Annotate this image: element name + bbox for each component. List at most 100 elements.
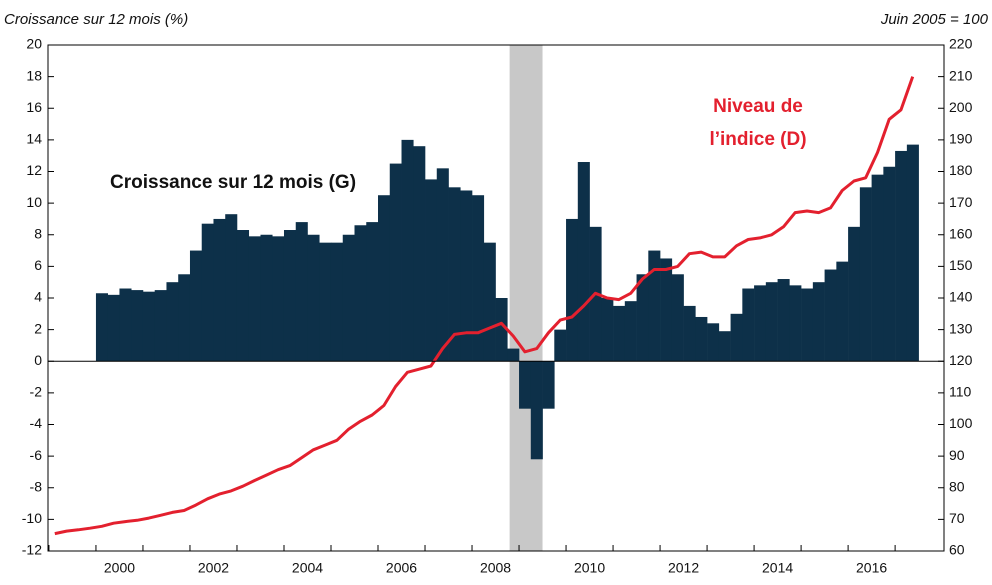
x-tick-label: 2000 xyxy=(104,560,135,576)
y-tick-label: -12 xyxy=(22,542,42,558)
bar xyxy=(201,223,214,362)
bar xyxy=(319,242,332,362)
y2-tick-label: 220 xyxy=(949,36,973,52)
left-axis-title: Croissance sur 12 mois (%) xyxy=(4,11,188,28)
bar xyxy=(436,168,449,362)
y-tick-label: 12 xyxy=(26,162,42,178)
bar xyxy=(389,163,402,362)
bar xyxy=(495,298,508,362)
bar xyxy=(636,274,649,362)
bar xyxy=(178,274,191,362)
bar xyxy=(448,187,461,362)
bar xyxy=(483,242,496,362)
bar xyxy=(824,269,837,362)
y-tick-label: 2 xyxy=(34,320,42,336)
bar xyxy=(848,226,861,362)
bar xyxy=(295,222,308,362)
x-tick-label: 2010 xyxy=(574,560,605,576)
bar xyxy=(213,218,226,362)
y-tick-label: 8 xyxy=(34,225,42,241)
y2-tick-label: 100 xyxy=(949,415,973,431)
bar xyxy=(836,261,849,362)
bar xyxy=(554,329,567,362)
x-tick-label: 2008 xyxy=(480,560,511,576)
bar xyxy=(542,361,555,409)
y-tick-label: -10 xyxy=(22,510,42,526)
right-axis-title: Juin 2005 = 100 xyxy=(880,11,989,28)
line-series-label: Niveau de l’indice (D) xyxy=(709,96,807,150)
bar xyxy=(801,288,814,362)
x-tick-label: 2006 xyxy=(386,560,417,576)
bar xyxy=(707,323,720,362)
bar xyxy=(906,144,919,362)
bar xyxy=(131,290,144,362)
y-tick-label: 4 xyxy=(34,289,42,305)
bar xyxy=(883,166,896,362)
x-tick-label: 2004 xyxy=(292,560,323,576)
bar xyxy=(460,190,473,362)
bar xyxy=(260,234,273,362)
bar xyxy=(742,288,755,362)
y-tick-label: -6 xyxy=(30,447,43,463)
y-tick-label: 14 xyxy=(26,131,42,147)
x-tick-label: 2016 xyxy=(856,560,887,576)
bar xyxy=(225,214,238,362)
bar xyxy=(613,305,626,362)
y-tick-label: -2 xyxy=(30,384,43,400)
bar xyxy=(366,222,379,362)
bar xyxy=(895,150,908,362)
bar xyxy=(812,282,825,362)
x-tick-label: 2002 xyxy=(198,560,229,576)
y2-tick-label: 130 xyxy=(949,320,973,336)
bar xyxy=(283,230,297,362)
bar xyxy=(354,225,367,362)
bar xyxy=(754,285,767,362)
y2-tick-label: 160 xyxy=(949,225,973,241)
bar xyxy=(95,293,109,362)
bar xyxy=(730,313,743,362)
y2-tick-label: 190 xyxy=(949,131,973,147)
bar xyxy=(789,285,802,362)
bar xyxy=(330,242,344,362)
y2-tick-label: 70 xyxy=(949,510,965,526)
bar xyxy=(859,187,872,362)
bar xyxy=(566,218,579,362)
y2-tick-label: 60 xyxy=(949,542,965,558)
y2-tick-label: 170 xyxy=(949,194,973,210)
bar xyxy=(648,250,661,362)
bar xyxy=(142,291,156,362)
x-tick-label: 2012 xyxy=(668,560,699,576)
y-tick-label: -8 xyxy=(30,478,43,494)
y-tick-label: 18 xyxy=(26,67,42,83)
bar xyxy=(401,139,414,362)
bar xyxy=(425,179,438,362)
bar xyxy=(624,301,637,362)
line xyxy=(54,76,915,536)
y2-tick-label: 150 xyxy=(949,257,973,273)
y2-tick-label: 180 xyxy=(949,162,973,178)
bar xyxy=(530,361,543,460)
y2-tick-label: 200 xyxy=(949,99,973,115)
y-tick-label: 6 xyxy=(34,257,42,273)
bar xyxy=(765,282,778,362)
bar xyxy=(660,258,673,362)
bar xyxy=(413,146,426,362)
y-tick-label: 10 xyxy=(26,194,42,210)
bar xyxy=(236,230,250,362)
bar xyxy=(119,288,132,362)
y2-tick-label: 90 xyxy=(949,447,965,463)
bar xyxy=(777,279,790,362)
y2-tick-label: 110 xyxy=(949,384,972,400)
y2-tick-label: 140 xyxy=(949,289,973,305)
bar xyxy=(718,331,731,362)
y2-tick-label: 80 xyxy=(949,478,965,494)
bar xyxy=(507,348,520,362)
bar xyxy=(683,305,696,362)
y-tick-label: 0 xyxy=(34,352,42,368)
y-tick-label: 16 xyxy=(26,99,42,115)
bar xyxy=(871,174,884,362)
bar xyxy=(107,294,120,362)
bar xyxy=(272,236,285,362)
